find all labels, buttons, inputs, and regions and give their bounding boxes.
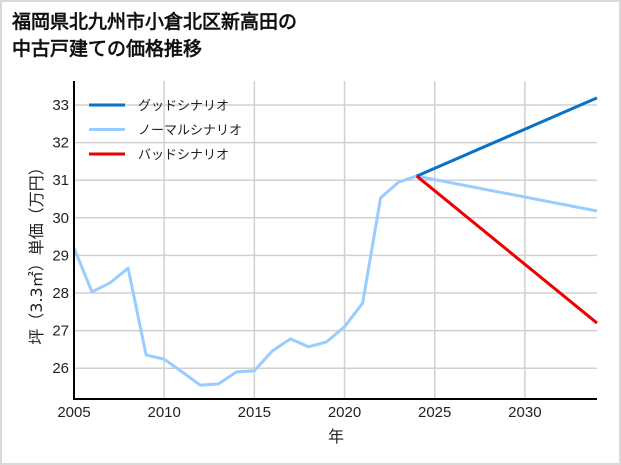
legend-label-normal: ノーマルシナリオ — [138, 124, 242, 139]
gridlines — [74, 81, 597, 399]
x-tick-label: 2025 — [418, 404, 451, 421]
series-line-normal — [72, 174, 598, 387]
x-tick-label: 2005 — [57, 404, 90, 421]
y-tick-label: 28 — [52, 285, 69, 302]
legend-label-good: グッドシナリオ — [138, 99, 229, 114]
x-tick-label: 2015 — [238, 404, 271, 421]
y-tick-label: 26 — [52, 360, 69, 377]
legend-label-bad: バッドシナリオ — [138, 148, 229, 163]
chart-title-line1: 福岡県北九州市小倉北区新高田の — [12, 11, 298, 33]
x-tick-label: 2010 — [147, 404, 180, 421]
y-axis-label: 坪（3.3㎡）単価（万円） — [27, 159, 46, 344]
y-tick-label: 33 — [52, 97, 69, 114]
y-tick-label: 31 — [52, 172, 69, 189]
y-tick-label: 32 — [52, 135, 69, 152]
y-tick-label: 29 — [52, 247, 69, 264]
axes — [73, 81, 597, 400]
x-axis-label: 年 — [328, 427, 344, 446]
y-tick-label: 27 — [52, 323, 69, 340]
series-line-bad — [415, 174, 598, 325]
y-tick-labels: 26 27 28 29 30 31 32 33 — [52, 97, 69, 377]
series-line-good — [416, 96, 598, 178]
x-tick-label: 2020 — [328, 404, 361, 421]
x-tick-labels: 2005 2010 2015 2020 2025 2030 — [57, 404, 541, 421]
chart-title: 福岡県北九州市小倉北区新高田の 中古戸建ての価格推移 — [12, 9, 297, 63]
chart-title-line2: 中古戸建ての価格推移 — [12, 38, 203, 60]
y-tick-label: 30 — [52, 210, 69, 227]
x-tick-label: 2030 — [508, 404, 541, 421]
data-series — [72, 96, 598, 387]
